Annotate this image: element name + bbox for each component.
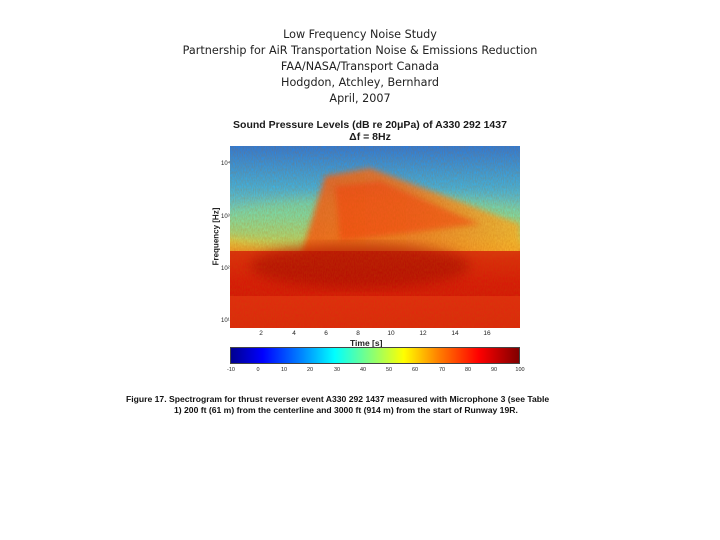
- y-tick: 10³: [221, 214, 230, 220]
- x-tick: 12: [419, 330, 427, 337]
- caption-line: Figure 17. Spectrogram for thrust revers…: [126, 394, 550, 404]
- colorbar-tick: 0: [256, 367, 260, 373]
- y-tick: 10⁴: [221, 161, 231, 167]
- authors: Hodgdon, Atchley, Bernhard: [281, 76, 439, 89]
- x-axis-label: Time [s]: [350, 338, 383, 348]
- agencies: FAA/NASA/Transport Canada: [280, 60, 440, 73]
- caption-line: 1) 200 ft (61 m) from the centerline and…: [174, 405, 518, 415]
- colorbar-tick: 90: [490, 367, 498, 373]
- colorbar-tick: 80: [464, 367, 472, 373]
- study-title: Low Frequency Noise Study: [283, 28, 437, 41]
- x-tick: 4: [292, 330, 296, 337]
- colorbar-tick: 40: [359, 367, 367, 373]
- colorbar-tick: 70: [438, 367, 446, 373]
- partnership-name: Partnership for AiR Transportation Noise…: [182, 44, 538, 57]
- colorbar-tick: 30: [333, 367, 341, 373]
- x-tick: 8: [356, 330, 360, 337]
- date: April, 2007: [329, 92, 391, 105]
- spectrogram-image: [230, 146, 520, 328]
- colorbar-tick: 50: [385, 367, 393, 373]
- colorbar: [230, 347, 520, 364]
- x-tick: 2: [259, 330, 263, 337]
- y-tick: 10¹: [221, 318, 230, 324]
- x-tick: 6: [324, 330, 328, 337]
- figure-title: Sound Pressure Levels (dB re 20μPa) of A…: [233, 119, 507, 131]
- colorbar-tick: -10: [227, 367, 235, 373]
- x-tick: 10: [387, 330, 395, 337]
- colorbar-tick: 20: [306, 367, 314, 373]
- y-axis-label: Frequency [Hz]: [211, 207, 221, 266]
- colorbar-tick: 60: [411, 367, 419, 373]
- slide-header: Low Frequency Noise Study Partnership fo…: [0, 27, 720, 107]
- y-tick: 10²: [221, 266, 230, 272]
- x-tick: 16: [483, 330, 491, 337]
- colorbar-tick: 100: [515, 367, 525, 373]
- figure-subtitle: Δf = 8Hz: [349, 131, 391, 143]
- figure-caption: Figure 17. Spectrogram for thrust revers…: [126, 394, 606, 416]
- x-tick: 14: [451, 330, 459, 337]
- spectrogram-graphic: [230, 146, 520, 328]
- colorbar-tick: 10: [280, 367, 288, 373]
